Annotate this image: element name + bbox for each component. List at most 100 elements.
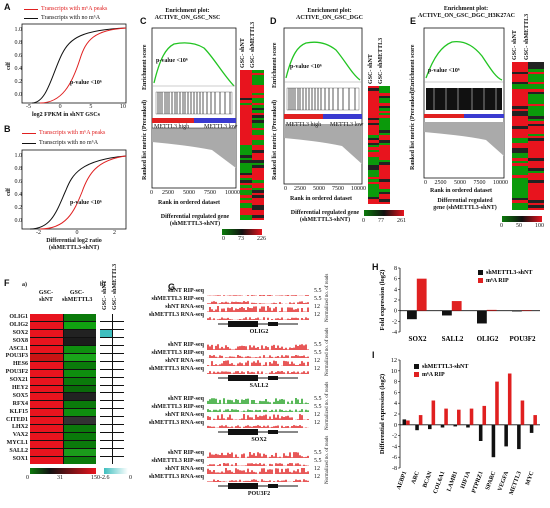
category-label: OLIG2	[477, 335, 499, 343]
track-scale: 12	[314, 474, 320, 480]
heatmap-cell	[379, 140, 390, 143]
heatmap-cell	[252, 132, 264, 135]
mettl3-high: METTL3 high	[154, 124, 190, 130]
heatmap-cell	[112, 441, 124, 449]
heatmap-cell	[63, 353, 96, 361]
heatmap-cell	[63, 385, 96, 393]
heatmap-cell	[512, 187, 528, 191]
heatmap-c	[240, 70, 264, 220]
heatmap-cell	[100, 441, 112, 449]
y-tick-label: 0	[394, 423, 397, 429]
heatmap-cell	[252, 172, 264, 175]
heatmap-cell	[100, 369, 112, 377]
heatmap-cell	[528, 103, 544, 107]
legend-swatch	[478, 270, 483, 275]
heatmap-cell	[528, 145, 544, 149]
panel-f-letter: F	[4, 278, 10, 288]
heatmap-cell	[368, 164, 379, 168]
track-signal	[207, 295, 309, 296]
heatmap-cell	[30, 409, 63, 417]
heatmap-cell	[100, 417, 112, 425]
heatmap-cell	[512, 170, 528, 173]
heatmap-cell	[252, 135, 264, 138]
heatmap-cell	[252, 105, 264, 108]
heatmap-cell	[512, 96, 528, 99]
heatmap-cell	[368, 169, 379, 173]
bar	[416, 278, 427, 311]
bar	[428, 424, 432, 430]
heatmap-cell	[528, 126, 544, 129]
track-label: shMETTL3 RNA-seq	[148, 420, 204, 426]
heatmap-cell	[368, 117, 379, 121]
heatmap-cell	[30, 401, 63, 409]
heatmap-cell	[368, 196, 379, 200]
heatmap-cell	[63, 449, 96, 457]
legend-swatch	[478, 278, 483, 283]
heatmap-cell	[512, 168, 528, 171]
heatmap-cell	[240, 82, 252, 85]
heatmap-cell	[30, 377, 63, 385]
bar	[478, 424, 483, 441]
heatmap-cell	[112, 433, 124, 441]
heatmap-cell	[240, 147, 252, 150]
heatmap-cell	[512, 91, 528, 95]
heatmap-cell	[512, 64, 528, 67]
heatmap-cell	[252, 205, 264, 208]
heatmap-cell	[240, 197, 252, 200]
track-label: shNT RNA-seq	[165, 412, 204, 418]
panel-d-letter: D	[270, 16, 277, 26]
heatmap-cell	[512, 118, 528, 122]
heatmap-cell	[252, 212, 264, 215]
hit-bars	[155, 91, 233, 115]
enrichment-title: Enrichment plot: ACTIVE_ON_GSC_NSC	[154, 8, 221, 21]
heatmap-cell	[30, 441, 63, 449]
heatmap-cell	[512, 121, 528, 124]
heatmap-cell	[528, 160, 544, 164]
heatmap-cell	[379, 98, 390, 101]
bar	[406, 420, 410, 425]
heatmap-cell	[240, 92, 252, 95]
heatmap-cell	[528, 121, 544, 124]
gene-label: SOX8	[12, 337, 28, 344]
bar	[521, 310, 532, 311]
heatmap-cell	[368, 199, 379, 202]
heatmap-cell	[240, 142, 252, 145]
track-signal	[207, 414, 309, 420]
heatmap-cell	[252, 160, 264, 163]
heatmap-cell	[252, 150, 264, 153]
heatmap-cell	[100, 321, 112, 329]
legend-label: shMETTL3-shNT	[422, 364, 468, 370]
heatmap-cell	[240, 95, 252, 98]
track-scale: 5.5	[314, 342, 322, 348]
heatmap-cell	[368, 144, 379, 148]
heatmap-cell	[512, 133, 528, 136]
heatmap-cell	[368, 147, 379, 150]
heatmap-cell	[512, 106, 528, 109]
heatmap-cell	[240, 187, 252, 190]
bar	[466, 424, 470, 428]
heatmap-cell	[112, 457, 124, 464]
bar	[495, 381, 499, 425]
heatmap-cell	[252, 110, 264, 113]
x-axis-label: Rank in ordered dataset	[158, 200, 221, 206]
es-label: Enrichment score	[142, 44, 148, 90]
heatmap-cell	[512, 192, 528, 196]
gsea-plot-c	[151, 27, 237, 189]
panel-g-letter: G	[168, 282, 176, 292]
gsea-plot-e	[423, 27, 505, 179]
heatmap-cell	[112, 369, 124, 377]
heatmap-cell	[240, 120, 252, 123]
legend-label: Transcripts with m⁶A peaks	[39, 130, 106, 136]
heatmap-cell	[512, 138, 528, 141]
heatmap-cell	[368, 181, 379, 185]
heatmap-cell	[512, 84, 528, 87]
heatmap-cell	[512, 103, 528, 107]
heatmap-cell	[528, 173, 544, 176]
heatmap-cell	[252, 177, 264, 180]
heatmap-cell	[240, 90, 252, 93]
gene-model	[218, 483, 298, 489]
heatmap-cell	[368, 90, 379, 94]
heatmap-cell	[368, 98, 379, 101]
category-label: BCAN	[422, 470, 434, 489]
colorbar-ticks: 0 73 226	[222, 236, 266, 242]
